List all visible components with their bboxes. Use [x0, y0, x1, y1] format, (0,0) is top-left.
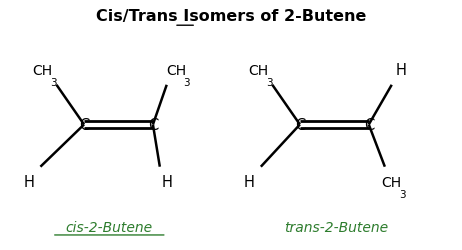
Text: CH: CH — [382, 175, 402, 189]
Text: H: H — [161, 174, 172, 189]
Text: Cis/Trans Isomers of 2-Butene: Cis/Trans Isomers of 2-Butene — [96, 9, 366, 24]
Text: C: C — [364, 118, 374, 132]
Text: H: H — [395, 63, 407, 78]
Text: cis-2-Butene: cis-2-Butene — [66, 220, 153, 234]
Text: 3: 3 — [183, 78, 190, 88]
Text: H: H — [244, 174, 255, 189]
Text: C: C — [295, 118, 305, 132]
Text: C: C — [148, 118, 158, 132]
Text: trans-2-Butene: trans-2-Butene — [285, 220, 389, 234]
Text: CH: CH — [166, 64, 186, 78]
Text: CH: CH — [33, 64, 53, 78]
Text: H: H — [24, 174, 34, 189]
Text: CH: CH — [249, 64, 268, 78]
Text: 3: 3 — [399, 189, 406, 199]
Text: 3: 3 — [266, 78, 273, 88]
Text: C: C — [79, 118, 89, 132]
Text: 3: 3 — [50, 78, 56, 88]
